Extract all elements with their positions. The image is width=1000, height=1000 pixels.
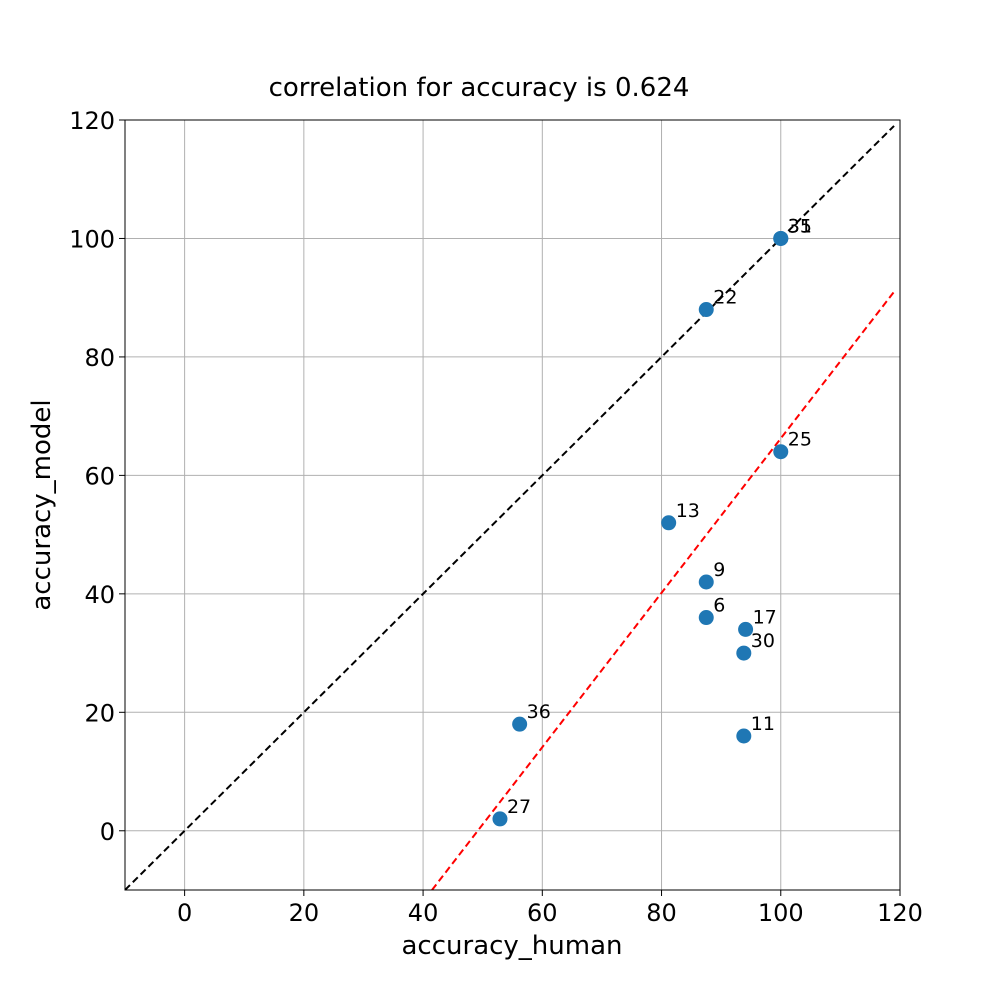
scatter-point bbox=[738, 621, 754, 637]
scatter-point bbox=[512, 716, 528, 732]
reference-lines bbox=[125, 125, 895, 890]
y-axis-label: accuracy_model bbox=[27, 399, 57, 610]
scatter-point bbox=[736, 645, 752, 661]
x-tick-label: 100 bbox=[758, 899, 804, 927]
plot-area-frame bbox=[124, 119, 901, 891]
x-tick-label: 120 bbox=[877, 899, 923, 927]
scatter-point bbox=[773, 230, 789, 246]
y-tick-label: 60 bbox=[84, 462, 115, 490]
scatter-point bbox=[773, 444, 789, 460]
x-tick-label: 40 bbox=[408, 899, 439, 927]
point-label: 9 bbox=[713, 559, 725, 581]
x-tick-label: 60 bbox=[527, 899, 558, 927]
x-tick-label: 20 bbox=[289, 899, 320, 927]
y-tick-label: 40 bbox=[84, 581, 115, 609]
identity-line bbox=[125, 125, 895, 890]
point-label: 27 bbox=[507, 796, 531, 818]
y-tick-label: 0 bbox=[100, 818, 115, 846]
point-label: 17 bbox=[753, 606, 777, 628]
point-label: 36 bbox=[527, 701, 551, 723]
y-tick-label: 100 bbox=[69, 225, 115, 253]
x-tick-label: 0 bbox=[177, 899, 192, 927]
point-label: 30 bbox=[751, 630, 775, 652]
scatter-point bbox=[698, 574, 714, 590]
data-points bbox=[492, 230, 789, 827]
axis-ticks: 0 20 40 60 80 100 120 0 20 40 60 80 100 120 bbox=[69, 107, 923, 927]
scatter-point bbox=[492, 811, 508, 827]
y-tick-label: 80 bbox=[84, 344, 115, 372]
point-label: 22 bbox=[713, 287, 737, 309]
point-label: 13 bbox=[676, 500, 700, 522]
scatter-point bbox=[698, 302, 714, 318]
x-tick-label: 80 bbox=[646, 899, 677, 927]
scatter-point bbox=[736, 728, 752, 744]
point-label: 6 bbox=[713, 595, 725, 617]
fit-line bbox=[431, 291, 895, 890]
scatter-point bbox=[698, 610, 714, 626]
x-axis-label: accuracy_human bbox=[402, 931, 623, 961]
y-tick-label: 120 bbox=[69, 107, 115, 135]
point-label: 25 bbox=[788, 429, 812, 451]
point-label: 31 bbox=[788, 215, 812, 237]
scatter-point bbox=[661, 515, 677, 531]
chart-title: correlation for accuracy is 0.624 bbox=[269, 73, 690, 103]
y-tick-label: 20 bbox=[84, 699, 115, 727]
point-label: 35 bbox=[788, 215, 812, 237]
point-label: 11 bbox=[751, 713, 775, 735]
